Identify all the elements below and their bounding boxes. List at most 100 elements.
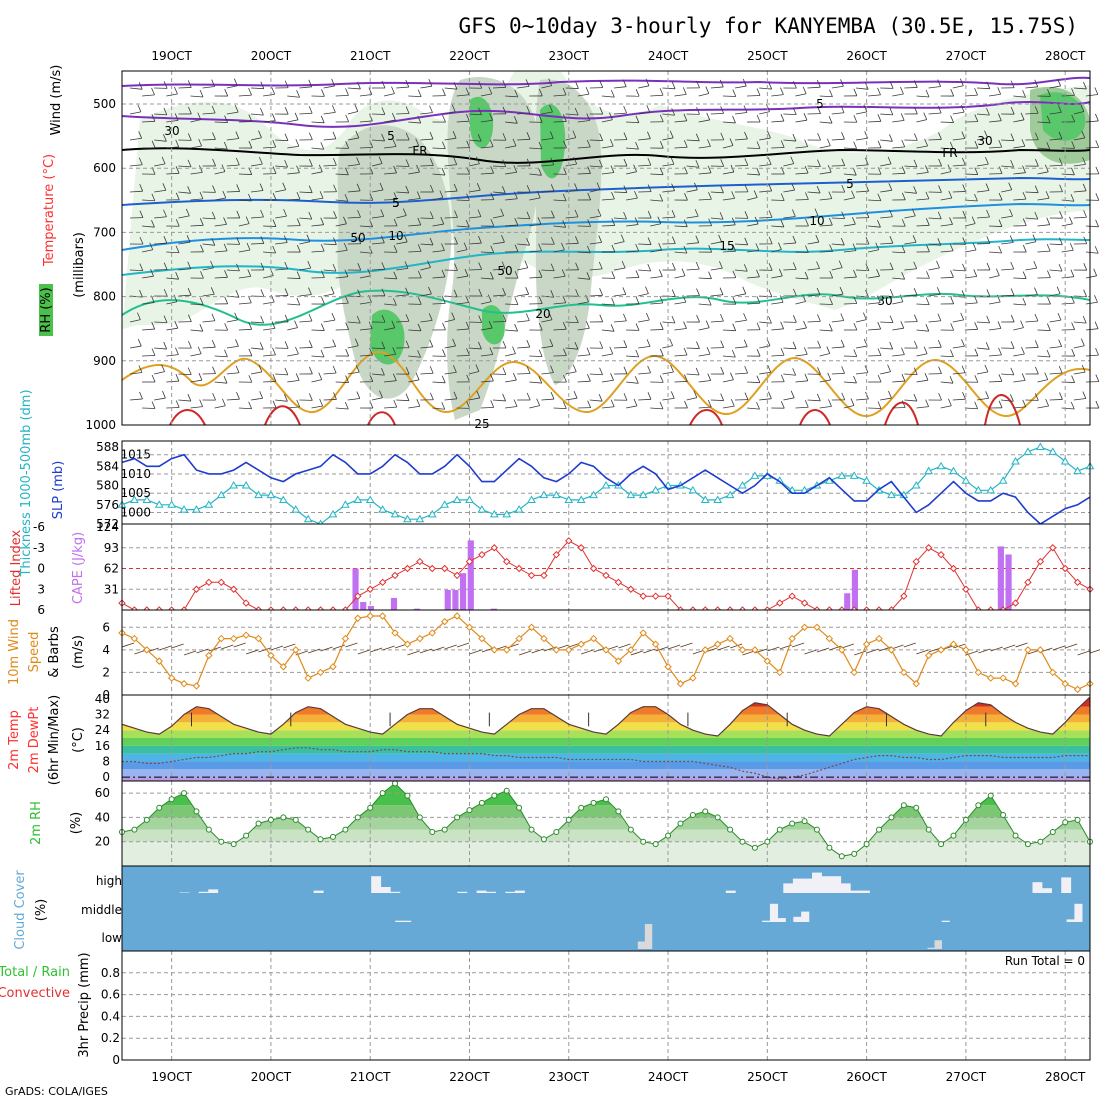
wind-barb-flag xyxy=(998,400,1003,408)
wind-barb-shaft xyxy=(347,87,361,90)
wind-barb-flag xyxy=(974,167,979,175)
lifted-index-point xyxy=(440,564,449,573)
wind-barb-flag xyxy=(525,313,530,321)
wind-barb-flag xyxy=(610,399,615,407)
thickness-point xyxy=(254,490,263,499)
wind-barb-flag xyxy=(611,191,615,200)
thickness-point xyxy=(465,495,474,503)
thickness-point xyxy=(924,466,934,475)
wind-barb-flag xyxy=(693,390,698,398)
wind-barb-shaft xyxy=(601,225,615,227)
wind-barb-shaft xyxy=(759,164,772,167)
wind-barb-flag xyxy=(442,322,446,331)
thickness-point xyxy=(440,500,450,508)
wind-barb-flag xyxy=(986,209,990,218)
wind-barb-shaft xyxy=(940,171,952,175)
wind-barb-shaft xyxy=(190,379,203,383)
wind-barb-shaft xyxy=(420,319,433,323)
wind-barb-shaft xyxy=(964,173,978,175)
wind-speed-point xyxy=(751,646,759,654)
wind-barb-flag xyxy=(357,210,361,218)
wind-barb-flag xyxy=(658,242,663,251)
wind-barb-flag xyxy=(998,347,1002,356)
thickness-point xyxy=(179,505,189,513)
cloud-high-bar xyxy=(802,878,813,893)
wind-barb-flag xyxy=(705,320,710,328)
wind-barb-shaft xyxy=(819,224,833,227)
wind-barb-shaft xyxy=(384,198,397,201)
wind-barb-flag xyxy=(683,219,688,227)
wind-barb-flag xyxy=(548,78,553,86)
wind-barb-flag xyxy=(936,287,941,295)
cloud-high-bar xyxy=(1042,888,1052,893)
wind-barb-shaft xyxy=(541,319,553,323)
wind-barb-shaft xyxy=(214,224,227,227)
wind-barb-shaft xyxy=(1049,293,1061,297)
wind-barb-flag xyxy=(502,133,507,141)
wind-barb-flag xyxy=(974,114,979,122)
isotherm-20 xyxy=(122,289,1090,326)
lifted-index-point xyxy=(912,557,920,566)
wind-barb-flag xyxy=(756,375,761,383)
wind-barb-flag xyxy=(137,338,142,347)
wind-barb-shaft xyxy=(759,371,771,375)
wind-barb-shaft xyxy=(396,320,409,323)
wind-speed-point xyxy=(1049,668,1057,677)
wind-barb-shaft xyxy=(129,319,141,323)
wind-barb-shaft xyxy=(202,217,216,220)
wind-barb-shaft xyxy=(892,172,906,175)
wind-barb-flag xyxy=(657,216,662,224)
wind-barb-flag xyxy=(1095,140,1100,148)
wind-barb-flag xyxy=(502,80,507,88)
wind-barb-shaft xyxy=(323,346,336,349)
wind-barb-flag xyxy=(308,287,312,295)
wind-barb-flag xyxy=(321,323,325,331)
lifted-index-point xyxy=(800,599,809,607)
wind-barb-flag xyxy=(526,211,531,219)
wind-barb-flag xyxy=(804,373,809,381)
wind-speed-point xyxy=(1011,680,1020,688)
wind-barb-flag xyxy=(405,106,410,114)
wind-barb-shaft xyxy=(747,407,760,410)
wind-barb-flag xyxy=(694,182,698,190)
wind-barb-flag xyxy=(962,184,967,192)
wind-barb-shaft xyxy=(1013,303,1026,306)
rh-point xyxy=(466,807,473,814)
wind-barb-flag xyxy=(1046,142,1051,150)
wind-barb-flag xyxy=(865,236,870,245)
wind-barb-flag xyxy=(258,364,263,373)
wind-barb-flag xyxy=(768,183,773,192)
wind-barb-shaft xyxy=(250,397,263,401)
rh-green-cell-a xyxy=(370,309,405,365)
wind-barb-flag xyxy=(756,322,761,330)
wind-barb-flag xyxy=(561,269,566,277)
wind-barb-shaft xyxy=(964,276,977,279)
rh-point xyxy=(801,818,808,825)
wind-barb-flag xyxy=(512,138,517,147)
wind-speed-point xyxy=(676,680,685,688)
wind-barb-flag xyxy=(962,210,967,219)
wind-barb-shaft xyxy=(577,380,591,383)
wind-barb-shaft xyxy=(783,347,797,350)
wind-barb-flag xyxy=(720,366,725,375)
wind-barb-flag xyxy=(187,133,192,141)
wind-barb-flag xyxy=(381,107,386,115)
cape-bar xyxy=(413,608,421,610)
precip-tick-label: 0.6 xyxy=(101,988,120,1002)
wind-barb-shaft xyxy=(880,242,893,245)
cloud-axis-label: Cloud Cover xyxy=(13,870,28,950)
wind-barb-flag xyxy=(1095,374,1100,382)
wind-barb-flag xyxy=(1034,287,1038,295)
wind-barb-shaft xyxy=(190,95,204,98)
wind-barb-shaft xyxy=(396,294,409,297)
wind-barb-flag xyxy=(852,168,857,176)
wind-barb-shaft xyxy=(795,301,806,305)
wind-barb-shaft xyxy=(420,267,431,271)
wind-barb-shaft xyxy=(202,320,215,323)
wind-barb-flag xyxy=(402,208,407,216)
temp-unit-label: (°C) xyxy=(71,727,86,753)
lifted-index-point xyxy=(565,537,573,545)
wind-barb-shaft xyxy=(795,277,809,280)
wind-barb-flag xyxy=(877,374,882,383)
wind-barb-flag xyxy=(488,320,493,329)
